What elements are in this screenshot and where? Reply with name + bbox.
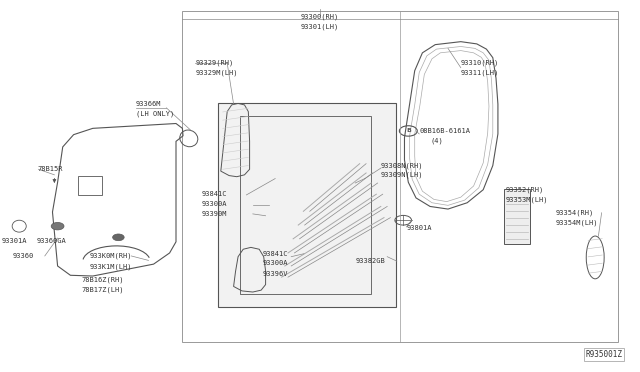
Text: 93311(LH): 93311(LH) [461, 69, 499, 76]
Circle shape [113, 234, 124, 241]
Text: 93300A: 93300A [262, 260, 288, 266]
Text: 93390M: 93390M [202, 211, 227, 217]
Text: 93301(LH): 93301(LH) [301, 23, 339, 30]
Text: 93360GA: 93360GA [37, 238, 67, 244]
Text: 93354(RH): 93354(RH) [556, 209, 594, 216]
Bar [218, 103, 396, 307]
Text: 93841C: 93841C [202, 191, 227, 197]
Text: 78B16Z(RH): 78B16Z(RH) [82, 276, 124, 283]
Text: 78B17Z(LH): 78B17Z(LH) [82, 287, 124, 294]
Text: 93382GB: 93382GB [355, 258, 385, 264]
Text: 93354M(LH): 93354M(LH) [556, 220, 598, 227]
Text: 93352(RH): 93352(RH) [506, 186, 544, 193]
Text: (LH ONLY): (LH ONLY) [136, 110, 174, 117]
Text: 93366M: 93366M [136, 101, 161, 107]
Text: 93396V: 93396V [262, 271, 288, 277]
Text: 93301A: 93301A [1, 238, 27, 244]
Bar [78, 176, 102, 195]
Text: 93329M(LH): 93329M(LH) [195, 69, 237, 76]
Bar [504, 189, 530, 244]
Bar [182, 11, 618, 342]
Text: 93308N(RH): 93308N(RH) [381, 162, 423, 169]
Text: 08B16B-6161A: 08B16B-6161A [419, 128, 470, 134]
Bar [240, 116, 371, 294]
Text: 933K0M(RH): 933K0M(RH) [90, 253, 132, 259]
Circle shape [51, 222, 64, 230]
Text: R935001Z: R935001Z [585, 350, 622, 359]
Text: 93353M(LH): 93353M(LH) [506, 197, 548, 203]
Text: 93309N(LH): 93309N(LH) [381, 171, 423, 178]
Text: 93300(RH): 93300(RH) [301, 13, 339, 20]
Text: 933K1M(LH): 933K1M(LH) [90, 263, 132, 270]
Text: 93329(RH): 93329(RH) [195, 60, 234, 67]
Text: 93360: 93360 [13, 253, 34, 259]
Text: (4): (4) [430, 137, 443, 144]
Text: 93801A: 93801A [406, 225, 432, 231]
Text: 93310(RH): 93310(RH) [461, 60, 499, 67]
Text: 93841C: 93841C [262, 251, 288, 257]
Text: B: B [406, 128, 411, 134]
Text: 93300A: 93300A [202, 201, 227, 207]
Text: 78B15R: 78B15R [37, 166, 63, 172]
